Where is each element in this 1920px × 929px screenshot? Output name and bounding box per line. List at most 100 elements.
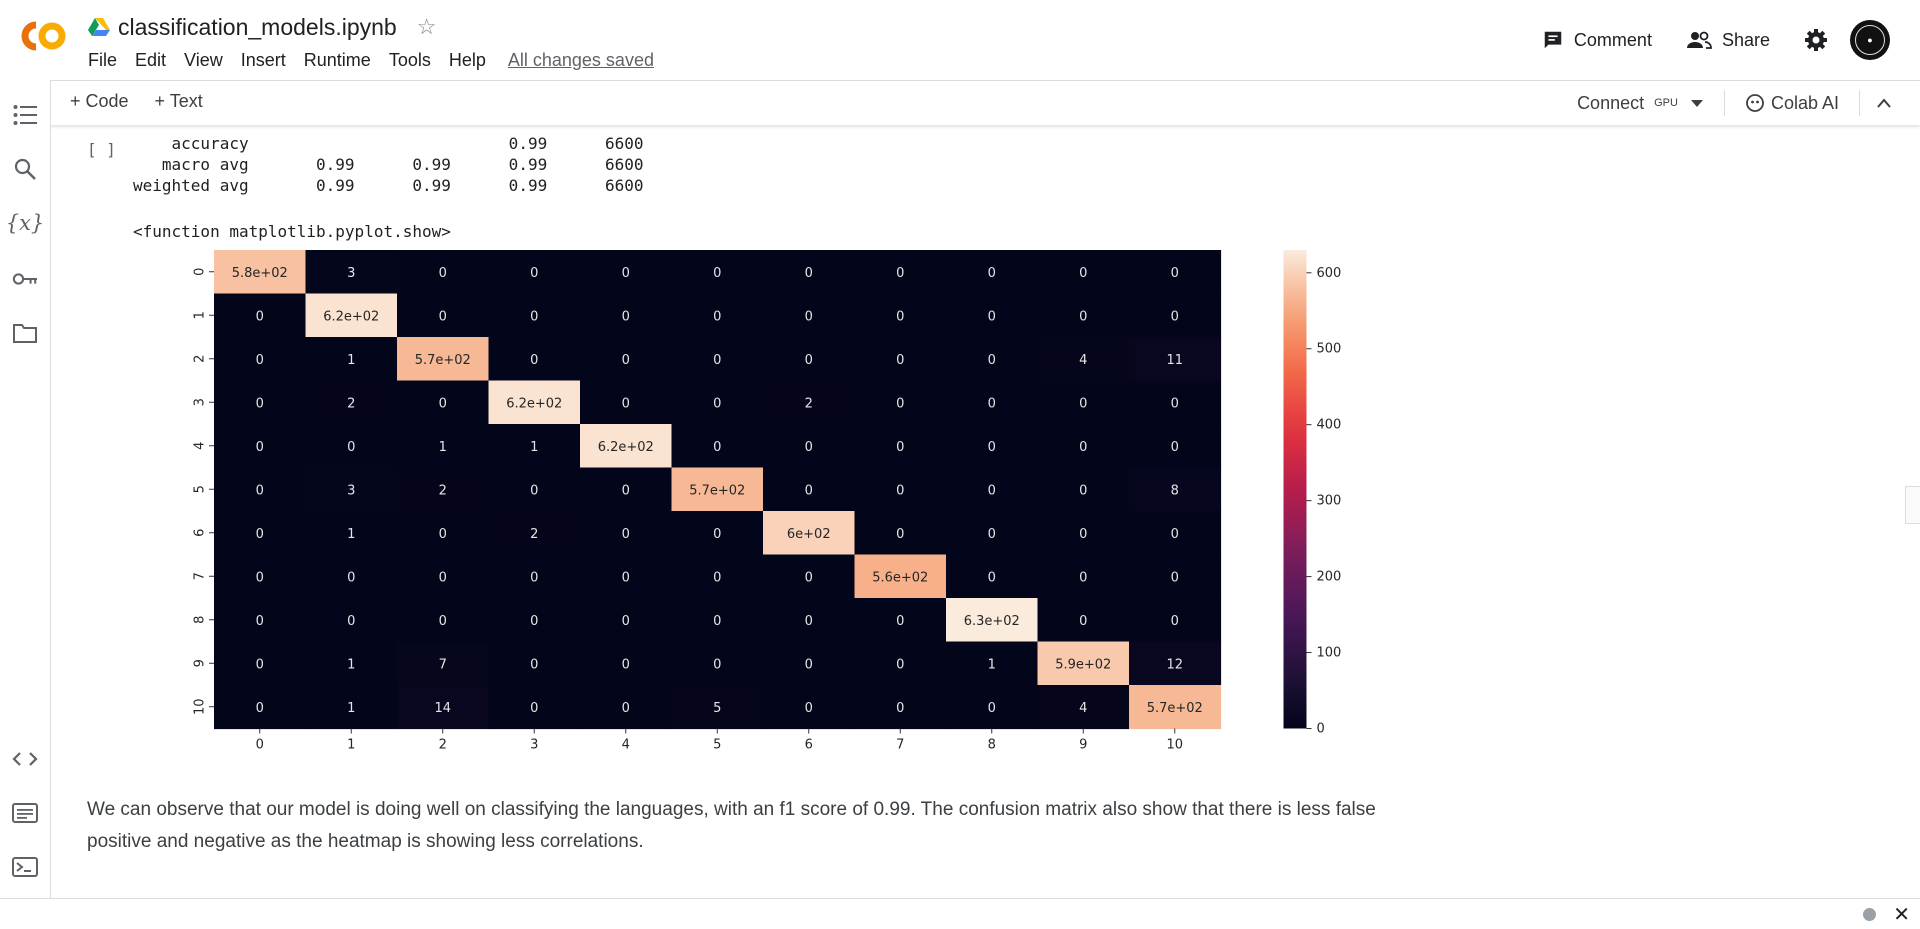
- cell-run-marker[interactable]: [ ]: [87, 140, 116, 159]
- menu-insert[interactable]: Insert: [240, 50, 286, 70]
- notebook-toolbar: + Code + Text Connect GPU Colab AI: [50, 80, 1920, 125]
- connect-dropdown-icon[interactable]: [1690, 98, 1704, 108]
- heatmap-cell: [305, 337, 398, 382]
- add-code-button[interactable]: + Code: [70, 91, 129, 111]
- heatmap-cell: [397, 467, 490, 512]
- files-folder-icon[interactable]: [12, 320, 38, 346]
- heatmap-cell: [580, 380, 673, 425]
- heatmap-cell-label: 0: [622, 353, 630, 368]
- heatmap-cell: [488, 293, 581, 338]
- y-tick-label: 6: [193, 529, 208, 537]
- x-tick-label: 8: [988, 738, 996, 753]
- heatmap-cell: [1037, 250, 1130, 295]
- heatmap-cell: [214, 598, 307, 643]
- heatmap-cell-label: 0: [713, 440, 721, 455]
- heatmap-cell: [214, 685, 307, 730]
- share-label: Share: [1721, 29, 1770, 50]
- heatmap-cell: [671, 293, 764, 338]
- heatmap-cell: [305, 467, 398, 512]
- save-status-link[interactable]: All changes saved: [507, 50, 654, 70]
- heatmap-cell-label: 0: [713, 614, 721, 629]
- scrollbar-thumb[interactable]: [1905, 486, 1920, 524]
- heatmap-cell: [763, 337, 856, 382]
- code-snippets-icon[interactable]: [12, 746, 38, 772]
- variables-icon[interactable]: {x}: [5, 211, 45, 235]
- heatmap-cell: [1129, 641, 1222, 686]
- heatmap-cell: [1129, 685, 1222, 730]
- heatmap-cell-label: 0: [1079, 527, 1087, 542]
- command-palette-icon[interactable]: [12, 800, 38, 826]
- menu-runtime[interactable]: Runtime: [303, 50, 371, 70]
- heatmap-cell: [580, 554, 673, 599]
- menu-file[interactable]: File: [88, 50, 118, 70]
- heatmap-cell: [397, 250, 490, 295]
- heatmap-cell-label: 5: [713, 701, 721, 716]
- secrets-key-icon[interactable]: [12, 266, 38, 292]
- heatmap-cell: [580, 250, 673, 295]
- heatmap-cell-label: 0: [530, 614, 538, 629]
- toolbar-divider: [1859, 90, 1860, 116]
- heatmap-cell: [214, 293, 307, 338]
- heatmap-cell-label: 0: [622, 309, 630, 324]
- heatmap-cell-label: 0: [530, 266, 538, 281]
- share-button[interactable]: Share: [1686, 29, 1770, 51]
- connect-button[interactable]: Connect: [1577, 92, 1645, 113]
- colab-logo[interactable]: [16, 16, 70, 56]
- heatmap-cell-label: 0: [1171, 614, 1179, 629]
- y-tick-label: 2: [193, 355, 208, 363]
- heatmap-cell: [580, 641, 673, 686]
- menu-view[interactable]: View: [184, 50, 223, 70]
- heatmap-cell: [580, 685, 673, 730]
- heatmap-cell: [946, 380, 1039, 425]
- heatmap-cell-label: 0: [1079, 570, 1087, 585]
- status-bar: ✕: [0, 898, 1920, 929]
- x-tick-label: 2: [439, 738, 447, 753]
- heatmap-cell-label: 5.8e+02: [232, 266, 288, 281]
- settings-gear-icon[interactable]: [1804, 28, 1828, 52]
- heatmap-cell-label: 0: [256, 440, 264, 455]
- heatmap-cell: [854, 685, 947, 730]
- collapse-chevron-up-icon[interactable]: [1876, 97, 1892, 109]
- heatmap-cell-label: 0: [988, 483, 996, 498]
- heatmap-cell: [488, 250, 581, 295]
- menu-tools[interactable]: Tools: [388, 50, 431, 70]
- heatmap-cell: [671, 511, 764, 556]
- add-text-button[interactable]: + Text: [154, 91, 203, 111]
- heatmap-cell: [1129, 598, 1222, 643]
- heatmap-cell: [763, 511, 856, 556]
- colab-ai-button[interactable]: Colab AI: [1770, 92, 1839, 113]
- heatmap-cell-label: 3: [347, 266, 355, 281]
- star-icon[interactable]: ☆: [416, 14, 437, 39]
- heatmap-cell: [671, 467, 764, 512]
- heatmap-cell-label: 0: [622, 266, 630, 281]
- terminal-icon[interactable]: [12, 854, 38, 880]
- heatmap-cell-label: 0: [805, 309, 813, 324]
- menu-edit[interactable]: Edit: [135, 50, 167, 70]
- heatmap-cell: [488, 598, 581, 643]
- heatmap-cell: [305, 424, 398, 469]
- notebook-title[interactable]: classification_models.ipynb: [118, 13, 397, 40]
- heatmap-cell: [214, 250, 307, 295]
- heatmap-cell-label: 0: [530, 657, 538, 672]
- heatmap-cell: [671, 337, 764, 382]
- menu-help[interactable]: Help: [448, 50, 486, 70]
- left-sidebar: {x}: [0, 80, 51, 898]
- heatmap-cell: [763, 641, 856, 686]
- heatmap-cell: [214, 641, 307, 686]
- account-avatar[interactable]: ●: [1850, 20, 1890, 60]
- heatmap-cell: [397, 685, 490, 730]
- heatmap-cell: [305, 380, 398, 425]
- close-icon[interactable]: ✕: [1893, 904, 1910, 926]
- heatmap-cell-label: 4: [1079, 353, 1087, 368]
- table-of-contents-icon[interactable]: [12, 102, 38, 128]
- comment-button[interactable]: Comment: [1542, 29, 1652, 51]
- heatmap-cell: [397, 380, 490, 425]
- heatmap-cell-label: 0: [988, 353, 996, 368]
- heatmap-cell-label: 0: [805, 614, 813, 629]
- heatmap-cell: [1037, 337, 1130, 382]
- search-icon[interactable]: [12, 156, 38, 182]
- heatmap-cell: [397, 424, 490, 469]
- y-tick-label: 8: [193, 616, 208, 624]
- google-drive-icon[interactable]: [88, 17, 110, 37]
- heatmap-cell-label: 0: [713, 657, 721, 672]
